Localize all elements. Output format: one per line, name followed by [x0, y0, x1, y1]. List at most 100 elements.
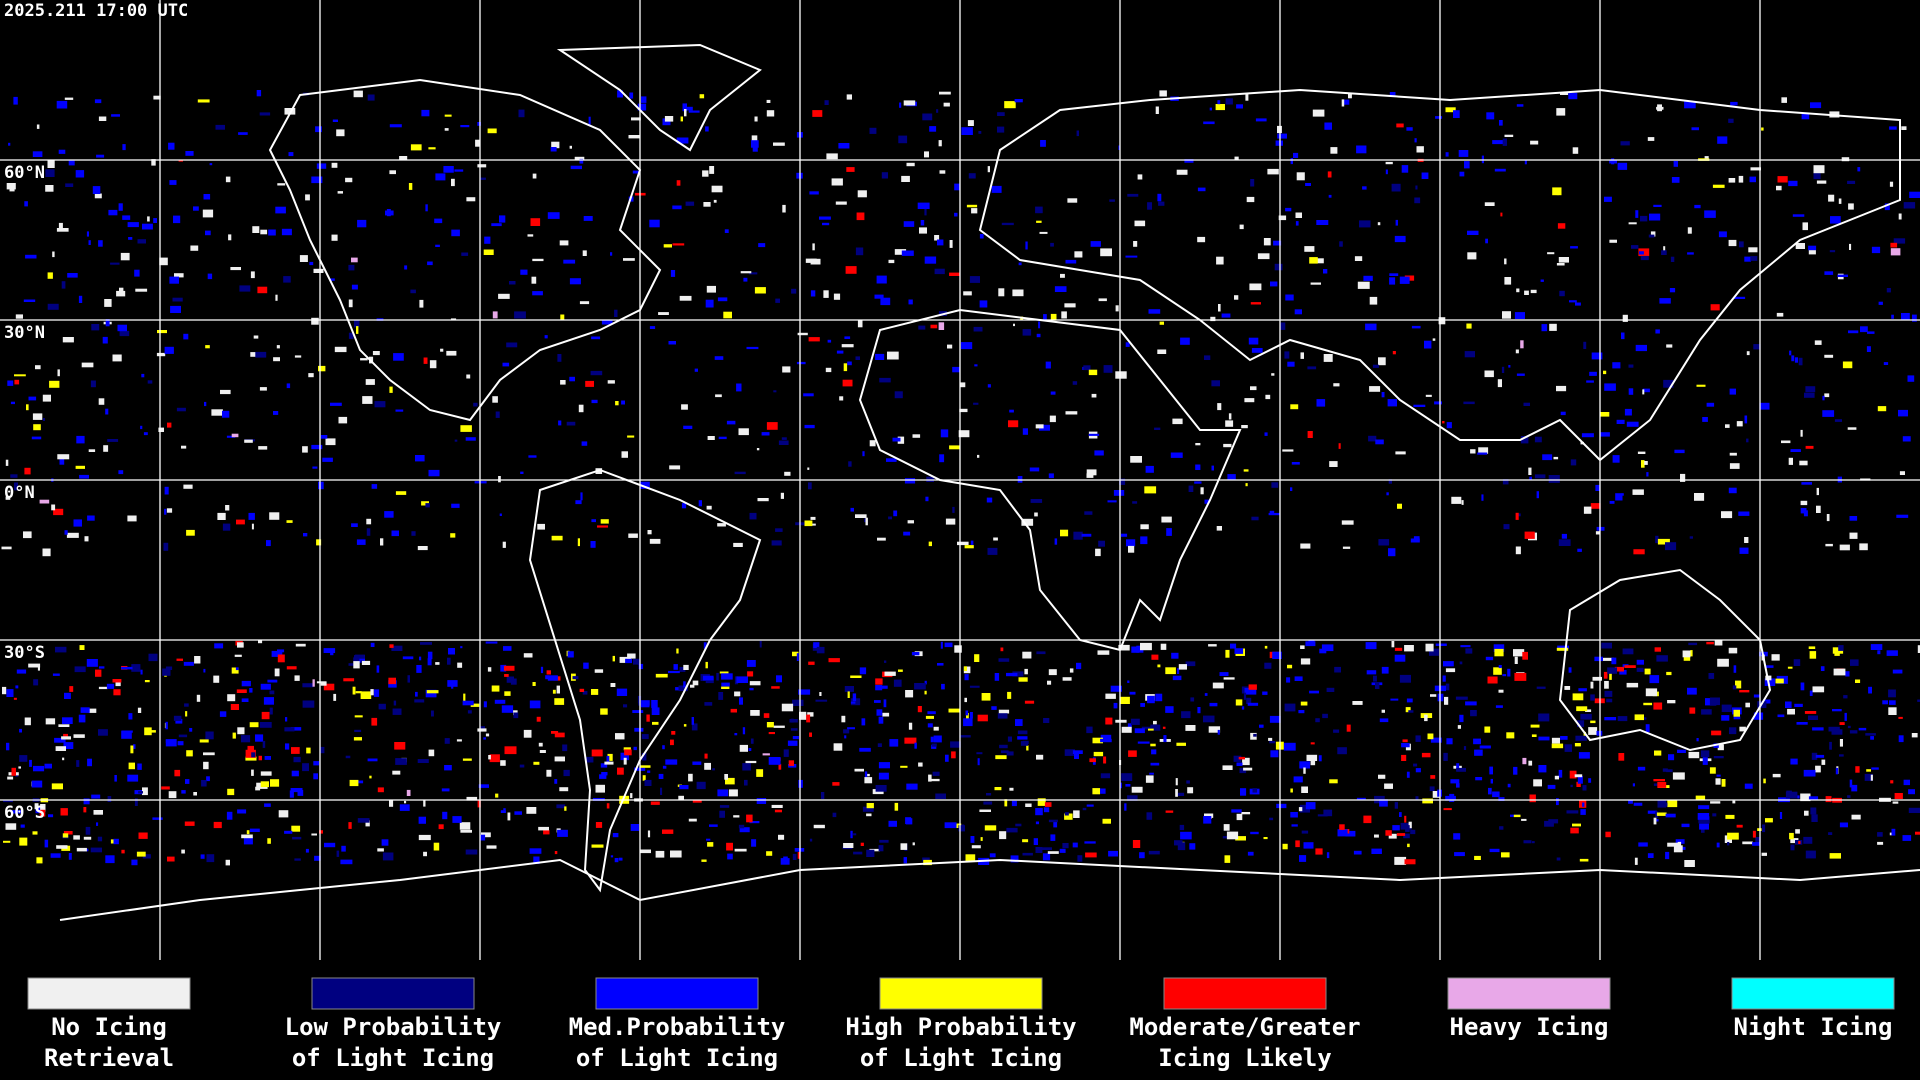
icing-pixel — [1538, 765, 1547, 773]
icing-pixel — [757, 498, 769, 502]
icing-pixel — [1121, 726, 1132, 733]
icing-pixel — [203, 752, 215, 756]
icing-pixel — [1541, 324, 1548, 332]
icing-pixel — [651, 700, 658, 708]
icing-pixel — [739, 697, 743, 705]
icing-pixel — [193, 792, 197, 796]
icing-pixel — [234, 654, 242, 657]
icing-pixel — [1146, 812, 1153, 820]
icing-pixel — [1528, 467, 1532, 475]
icing-pixel — [1298, 710, 1305, 714]
icing-pixel — [44, 763, 52, 769]
icing-pixel — [865, 517, 868, 526]
icing-pixel — [803, 393, 814, 397]
icing-pixel — [1552, 187, 1562, 196]
icing-pixel — [487, 667, 492, 672]
icing-pixel — [507, 812, 511, 821]
icing-pixel — [1796, 795, 1800, 799]
icing-pixel — [726, 420, 736, 425]
icing-pixel — [1753, 712, 1764, 720]
icing-pixel — [1662, 768, 1668, 772]
icing-pixel — [1118, 644, 1130, 651]
icing-pixel — [685, 201, 695, 206]
icing-pixel — [1100, 788, 1106, 794]
icing-pixel — [859, 747, 871, 752]
icing-pixel — [1269, 817, 1274, 821]
icing-pixel — [1663, 246, 1666, 253]
icing-pixel — [352, 686, 356, 695]
icing-pixel — [177, 741, 184, 746]
icing-pixel — [931, 743, 937, 747]
icing-pixel — [1566, 810, 1579, 814]
icing-pixel — [1554, 775, 1559, 780]
icing-pixel — [491, 685, 500, 692]
icing-pixel — [1558, 539, 1571, 546]
icing-pixel — [1060, 273, 1065, 278]
icing-pixel — [616, 688, 628, 696]
icing-pixel — [473, 402, 478, 407]
icing-pixel — [1197, 707, 1201, 714]
icing-pixel — [1694, 493, 1705, 501]
icing-pixel — [451, 178, 455, 187]
icing-pixel — [588, 116, 591, 125]
icing-pixel — [1430, 775, 1436, 779]
icing-pixel — [6, 183, 16, 190]
icing-pixel — [183, 484, 193, 489]
icing-pixel — [107, 796, 112, 802]
icing-pixel — [1259, 724, 1264, 728]
icing-pixel — [275, 206, 286, 214]
icing-pixel — [633, 746, 637, 751]
icing-pixel — [1753, 694, 1760, 698]
icing-pixel — [1898, 735, 1904, 743]
icing-pixel — [997, 112, 1005, 116]
icing-pixel — [1036, 333, 1041, 338]
icing-pixel — [1405, 707, 1411, 713]
icing-pixel — [1157, 193, 1162, 202]
icing-pixel — [186, 529, 195, 536]
icing-pixel — [782, 366, 791, 373]
icing-pixel — [1577, 720, 1585, 727]
icing-pixel — [5, 496, 11, 500]
icing-pixel — [323, 683, 335, 691]
icing-pixel — [601, 772, 608, 776]
icing-pixel — [431, 710, 434, 717]
icing-pixel — [762, 753, 770, 756]
icing-pixel — [1628, 800, 1633, 804]
icing-pixel — [771, 540, 782, 546]
icing-pixel — [945, 754, 949, 762]
icing-pixel — [418, 834, 431, 841]
icing-pixel — [1459, 171, 1465, 177]
icing-pixel — [98, 729, 108, 736]
icing-pixel — [1739, 241, 1744, 248]
icing-pixel — [1177, 792, 1185, 796]
icing-pixel — [532, 173, 537, 179]
icing-pixel — [1185, 725, 1196, 731]
icing-pixel — [1544, 820, 1554, 827]
icing-pixel — [1379, 799, 1388, 807]
icing-pixel — [1392, 825, 1400, 831]
icing-pixel — [260, 781, 269, 788]
icing-pixel — [1702, 417, 1708, 422]
icing-pixel — [1388, 833, 1397, 839]
icing-pixel — [857, 319, 863, 328]
icing-pixel — [138, 832, 148, 839]
icing-pixel — [7, 380, 14, 386]
icing-pixel — [1242, 757, 1250, 766]
icing-pixel — [227, 788, 235, 796]
icing-pixel — [213, 821, 222, 829]
icing-pixel — [719, 810, 725, 818]
icing-pixel — [904, 737, 917, 744]
icing-pixel — [96, 154, 105, 158]
icing-pixel — [857, 190, 867, 198]
icing-pixel — [1329, 461, 1338, 467]
icing-pixel — [360, 358, 368, 361]
icing-pixel — [547, 675, 558, 681]
icing-pixel — [286, 520, 293, 523]
icing-pixel — [492, 311, 498, 319]
icing-pixel — [168, 791, 177, 799]
icing-pixel — [941, 683, 945, 690]
icing-pixel — [1700, 750, 1710, 757]
icing-pixel — [1870, 774, 1873, 781]
icing-pixel — [289, 790, 294, 798]
icing-pixel — [554, 732, 565, 738]
